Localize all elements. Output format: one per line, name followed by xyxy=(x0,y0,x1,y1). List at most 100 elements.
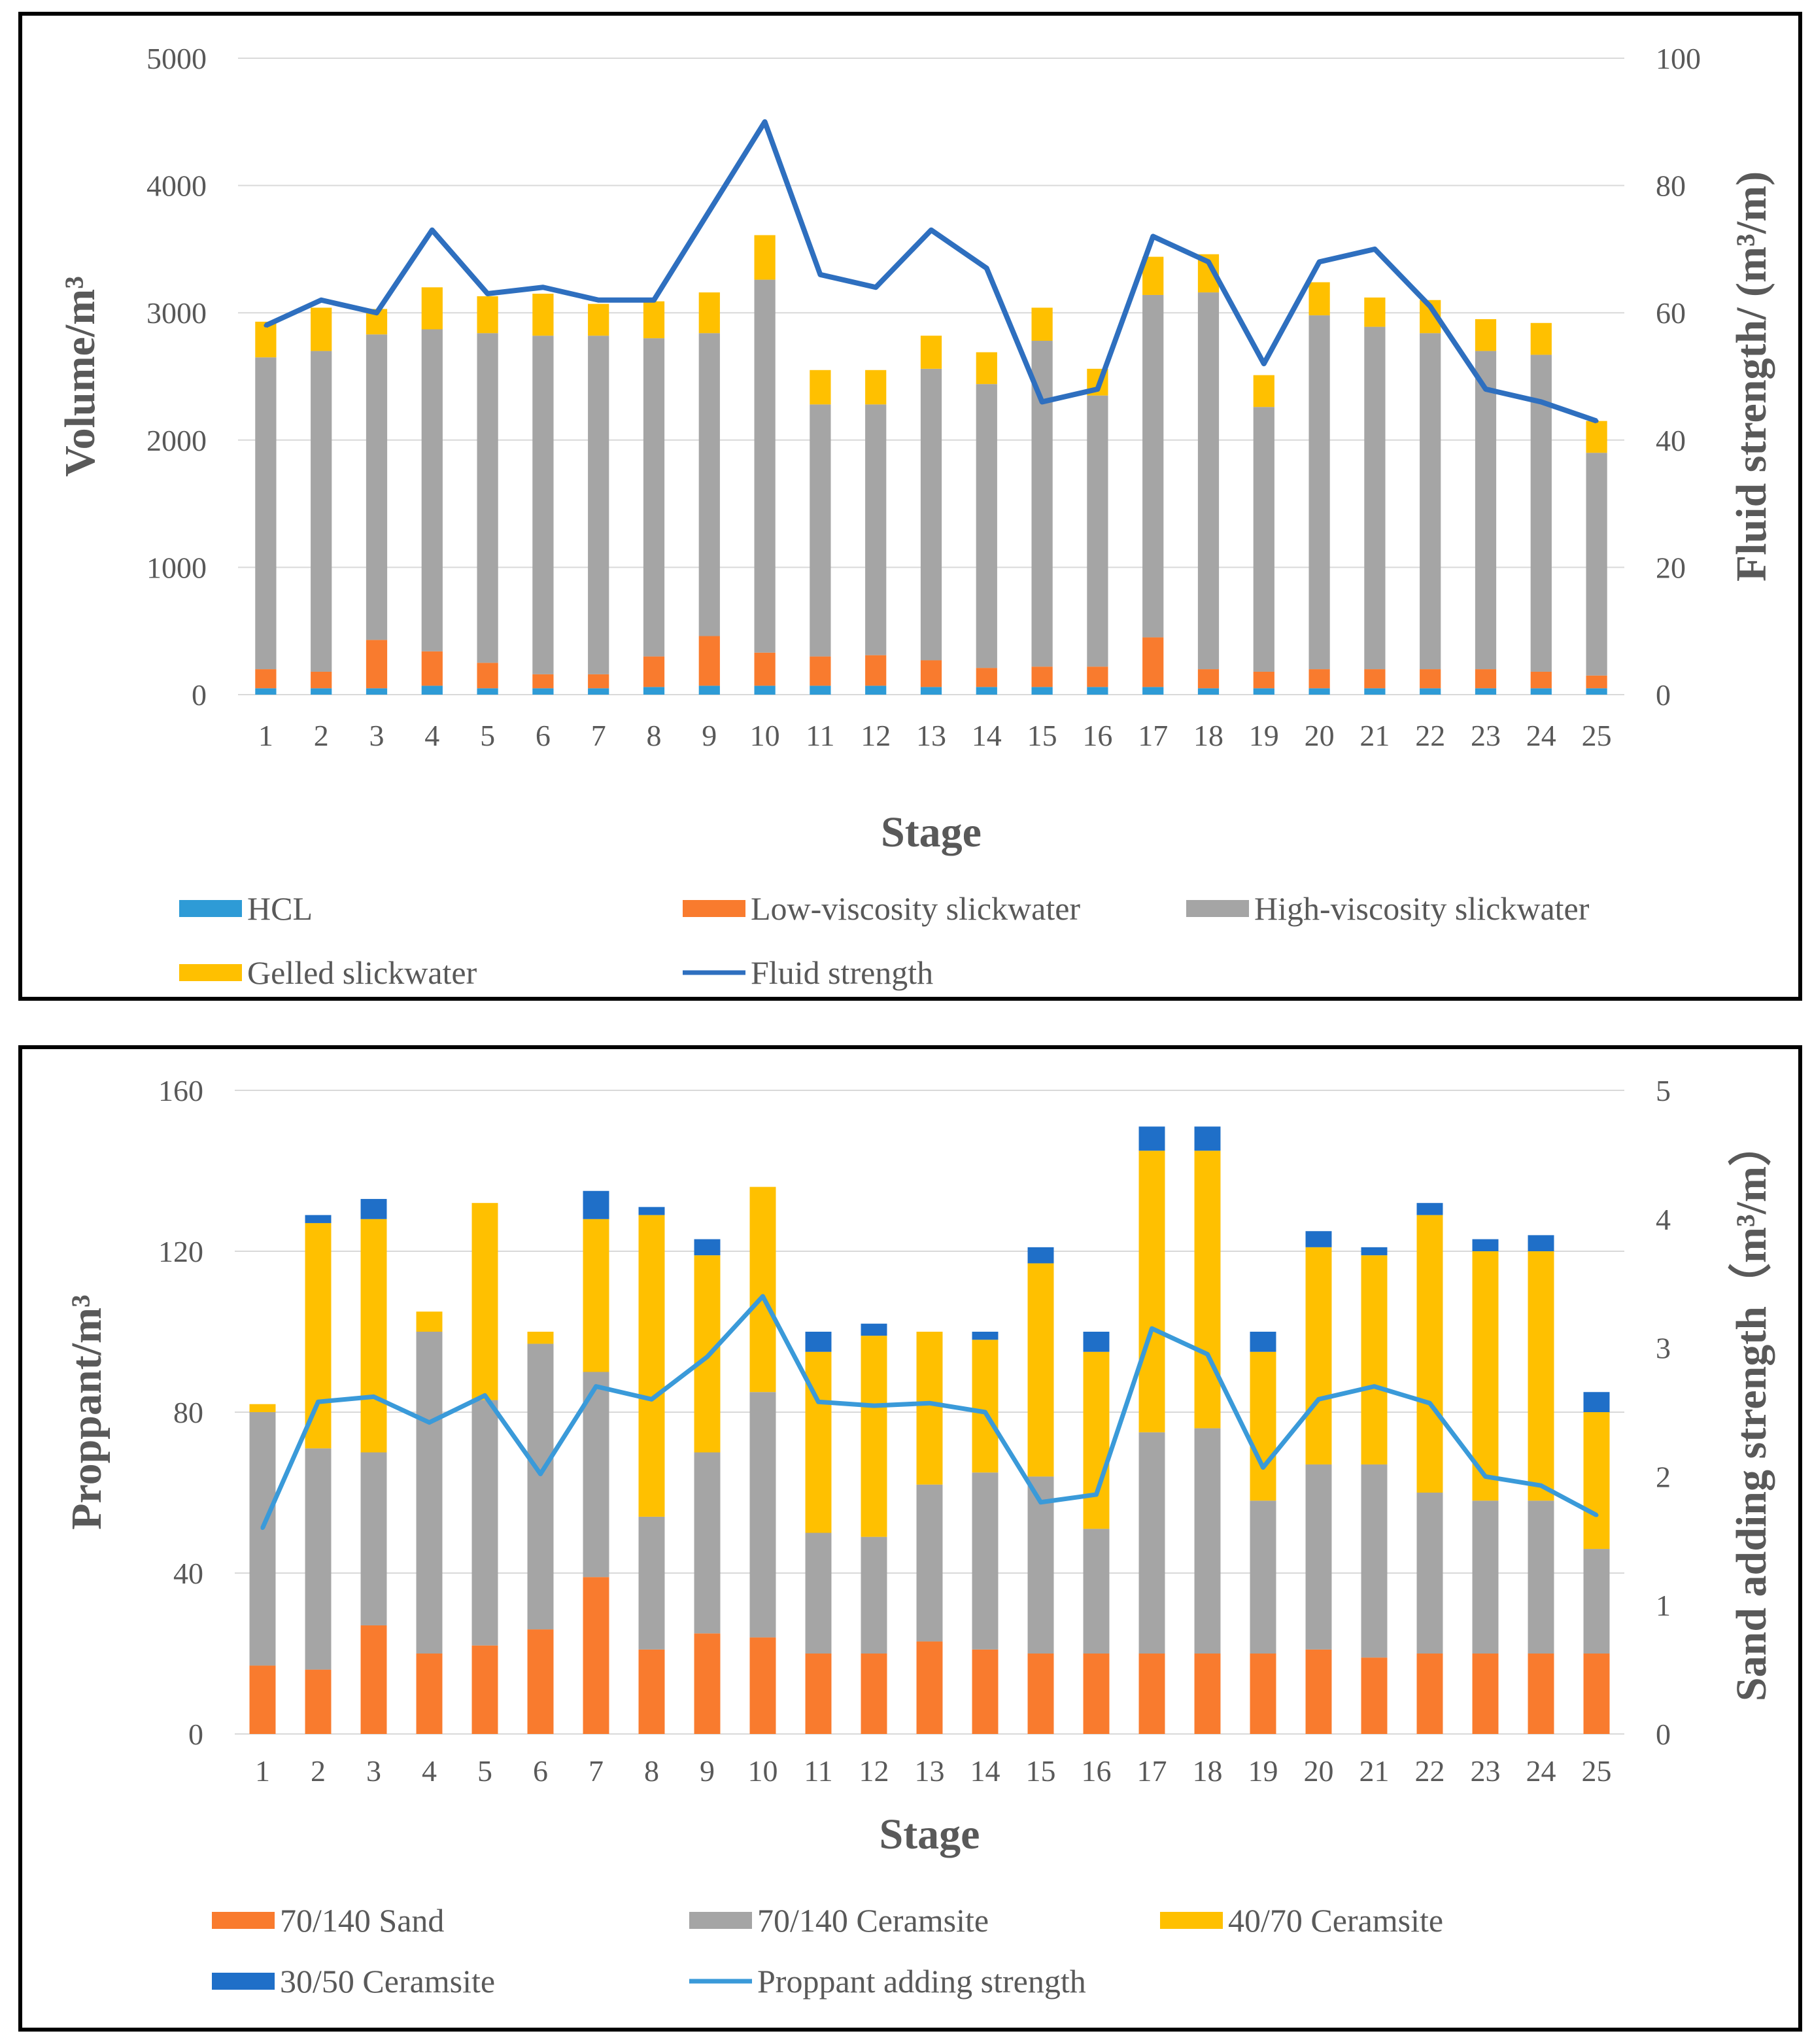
bar-segment xyxy=(698,636,720,686)
bar-segment xyxy=(1472,1251,1499,1501)
bar-segment xyxy=(249,1665,276,1734)
bar-segment xyxy=(1472,1654,1499,1734)
line-point xyxy=(929,228,933,232)
legend-swatch xyxy=(1160,1912,1223,1929)
bar-segment xyxy=(749,1187,776,1393)
x-tick-label: 13 xyxy=(916,719,946,752)
bar-segment xyxy=(477,296,498,334)
line-point xyxy=(483,1393,487,1398)
bar-segment xyxy=(810,370,831,405)
x-tick-label: 1 xyxy=(258,719,273,752)
bar-segment xyxy=(305,1669,332,1734)
line-point xyxy=(1428,304,1433,309)
bar-segment xyxy=(643,656,665,687)
bar-segment xyxy=(1083,1654,1110,1734)
x-tick-label: 19 xyxy=(1248,1754,1278,1788)
bar-segment xyxy=(1087,687,1108,695)
bar-segment xyxy=(1305,1464,1332,1650)
x-tick-label: 16 xyxy=(1082,719,1112,752)
legend-label: Proppant adding strength xyxy=(757,1963,1086,2000)
bar-segment xyxy=(754,235,776,280)
bar-segment xyxy=(805,1654,832,1734)
y2-tick-label: 1 xyxy=(1656,1589,1671,1622)
bar-segment xyxy=(643,687,665,695)
x-tick-label: 9 xyxy=(702,719,717,752)
bar-segment xyxy=(1530,688,1552,695)
line-point xyxy=(541,285,545,290)
bar-segment xyxy=(1528,1654,1554,1734)
bar-segment xyxy=(810,656,831,686)
y-tick-label: 160 xyxy=(158,1074,203,1107)
line-point xyxy=(1372,1384,1376,1389)
bar-segment xyxy=(865,404,887,655)
bar-segment xyxy=(810,685,831,695)
bar-segment xyxy=(1253,671,1274,689)
line-point xyxy=(538,1472,543,1476)
x-tick-label: 20 xyxy=(1304,1754,1334,1788)
bar-segment xyxy=(1528,1235,1554,1251)
bar-segment xyxy=(1027,1654,1054,1734)
line-point xyxy=(594,1384,598,1389)
bar-segment xyxy=(638,1215,665,1517)
bar-segment xyxy=(972,1332,999,1340)
bar-segment xyxy=(1364,297,1386,327)
bar-segment xyxy=(754,652,776,686)
bar-segment xyxy=(1416,1215,1443,1493)
line-point xyxy=(427,1420,432,1425)
bar-segment xyxy=(1083,1529,1110,1654)
bar-segment xyxy=(1475,688,1497,695)
y2-tick-label: 100 xyxy=(1656,42,1701,75)
bar-segment xyxy=(865,685,887,695)
y-tick-label: 5000 xyxy=(146,42,207,75)
line-point xyxy=(1095,387,1100,391)
bar-segment xyxy=(416,1332,443,1654)
bar-segment xyxy=(805,1533,832,1654)
bar-segment xyxy=(1305,1231,1332,1247)
line-point xyxy=(1483,1474,1488,1479)
bar-segment xyxy=(698,292,720,334)
bar-segment xyxy=(1308,688,1330,695)
bar-segment xyxy=(1361,1657,1388,1734)
line-point xyxy=(316,1400,320,1404)
bar-segment xyxy=(1253,375,1274,407)
y-axis-title: Volume/m³ xyxy=(56,276,104,477)
bar-segment xyxy=(421,329,443,651)
legend-label: Fluid strength xyxy=(751,954,933,991)
bar-segment xyxy=(311,688,332,695)
bar-segment xyxy=(1031,667,1053,687)
y2-tick-label: 5 xyxy=(1656,1074,1671,1107)
line-point xyxy=(319,298,324,302)
x-tick-label: 21 xyxy=(1359,719,1390,752)
bar-segment xyxy=(1194,1126,1221,1151)
x-tick-label: 12 xyxy=(859,1754,889,1788)
proppant-chart-panel: 0 40 80 120 160 0 1 2 3 4 5 1 2 3 4 5 6 7 8 9 10 11 12 13 14 15 16… xyxy=(18,1045,1802,2032)
legend-label: Low-viscosity slickwater xyxy=(751,890,1080,927)
bar-segment xyxy=(1583,1412,1610,1550)
line-point xyxy=(1539,1483,1543,1488)
bar-segment xyxy=(1420,669,1441,689)
x-tick-label: 10 xyxy=(748,1754,778,1788)
line-point xyxy=(1038,1500,1043,1504)
bar-segment xyxy=(1420,688,1441,695)
bar-segment xyxy=(1031,687,1053,695)
bar-segment xyxy=(1305,1649,1332,1734)
line-point xyxy=(761,1294,765,1298)
bar-segment xyxy=(532,688,554,695)
x-axis-title: Stage xyxy=(881,808,982,856)
line-point xyxy=(762,120,767,124)
y2-axis-title: Fluid strength/ (m³/m) xyxy=(1728,171,1775,581)
bar-segment xyxy=(1530,355,1552,672)
x-tick-label: 5 xyxy=(477,1754,492,1788)
bar-segment xyxy=(1475,669,1497,689)
x-tick-label: 22 xyxy=(1415,719,1445,752)
bar-segment xyxy=(1027,1263,1054,1477)
bar-segment xyxy=(255,357,277,670)
line-point xyxy=(430,228,434,232)
bar-segment xyxy=(1416,1493,1443,1654)
bar-segment xyxy=(972,1649,999,1734)
bar-segment xyxy=(311,351,332,672)
bar-segment xyxy=(527,1343,554,1630)
x-tick-label: 12 xyxy=(861,719,891,752)
x-tick-label: 3 xyxy=(366,1754,381,1788)
y-tick-label: 0 xyxy=(192,678,207,712)
